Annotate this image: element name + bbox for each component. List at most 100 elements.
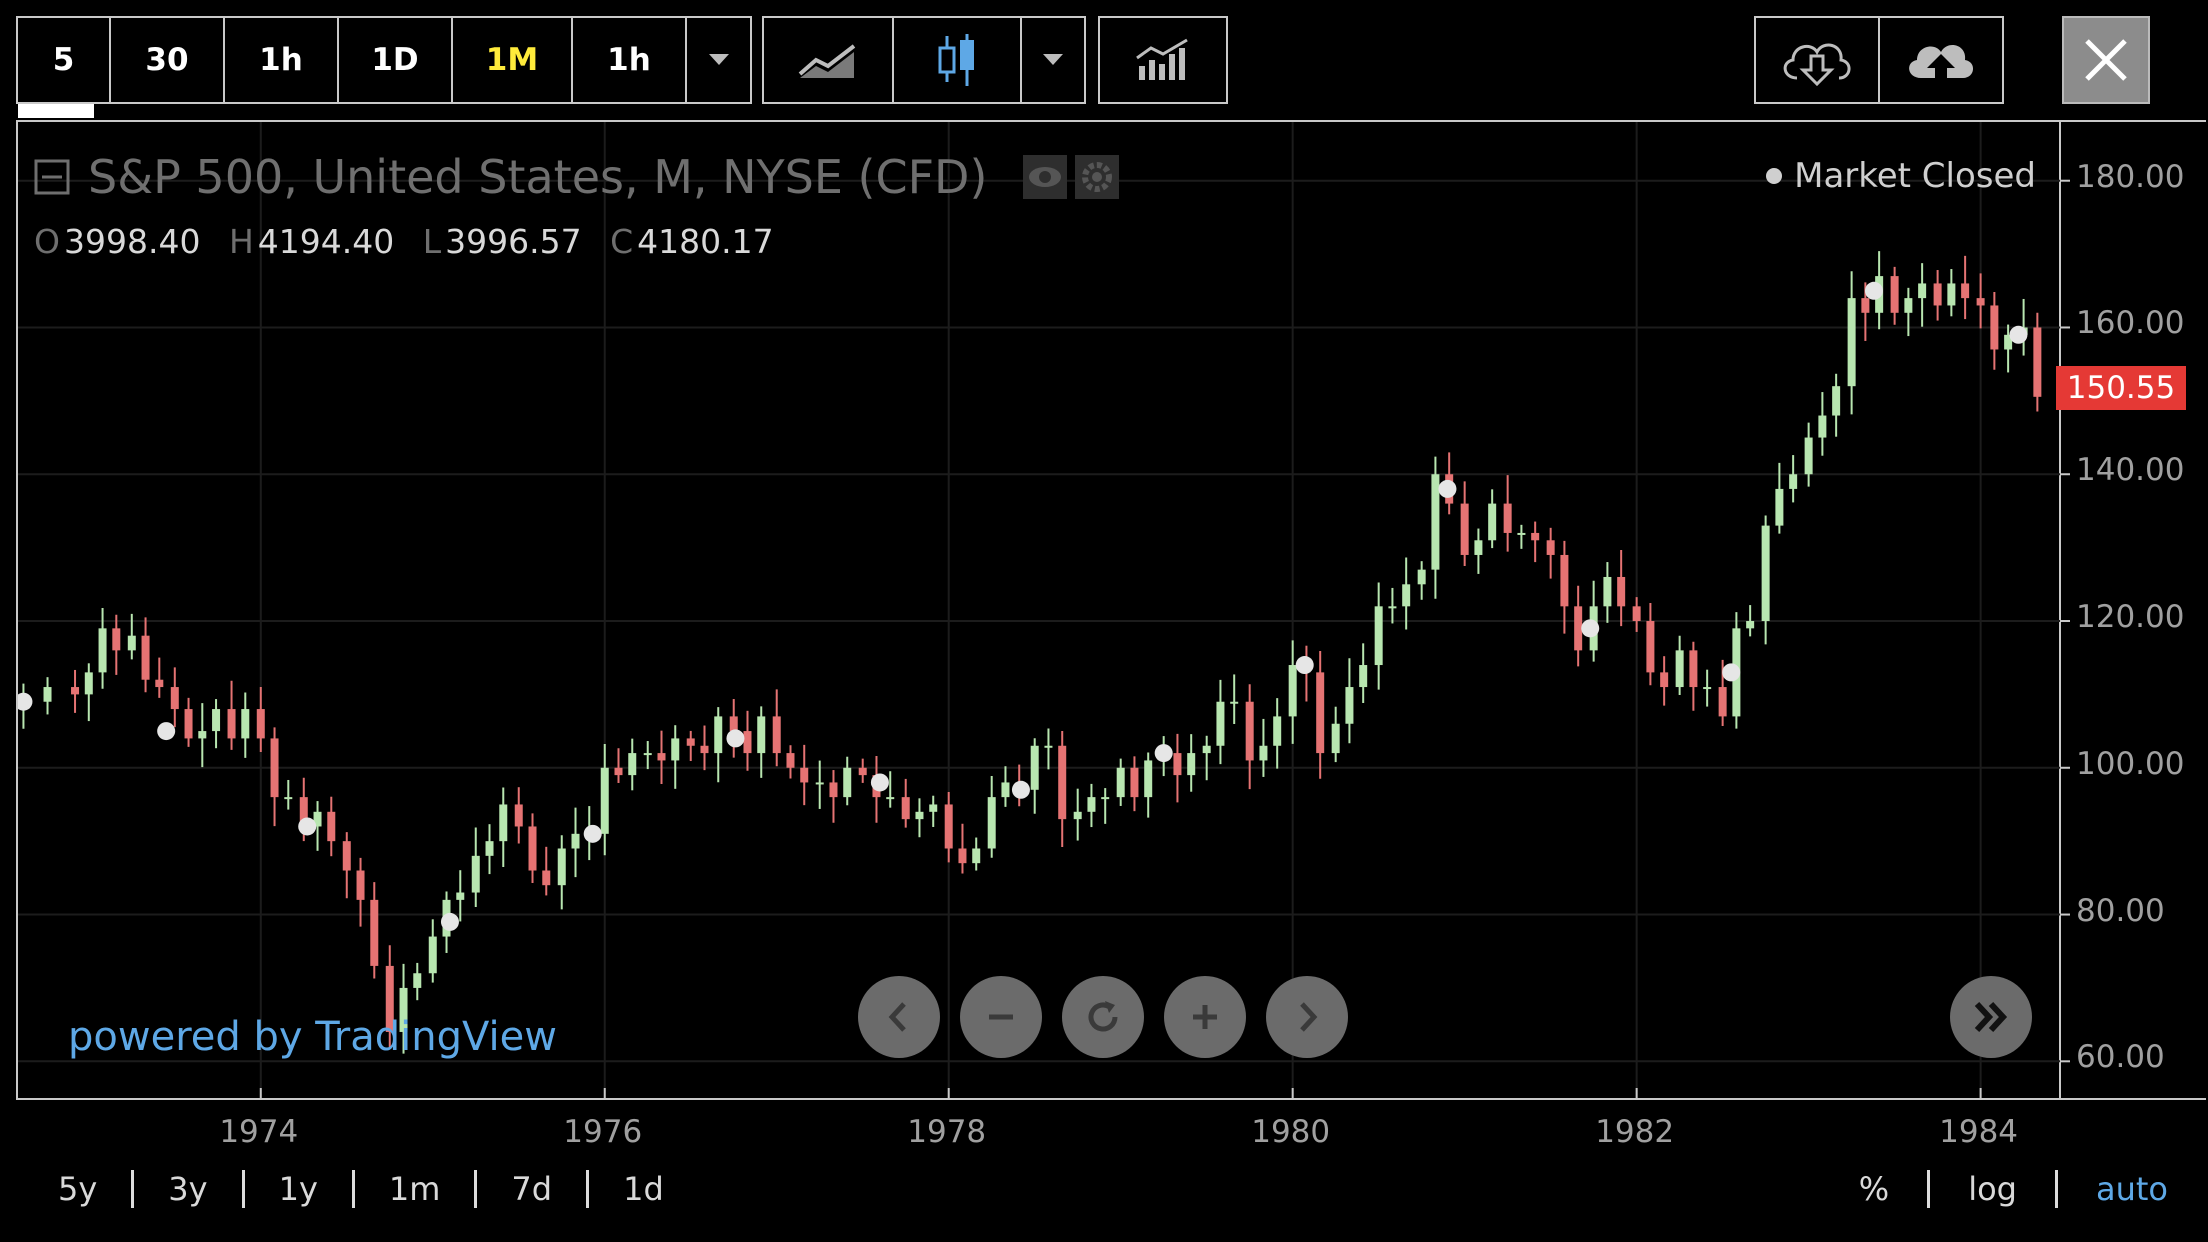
x-tick-label: 1978 bbox=[907, 1114, 987, 1150]
line-chart-button[interactable] bbox=[764, 18, 894, 102]
candle-body bbox=[772, 716, 781, 754]
percent-scale-button[interactable]: % bbox=[1821, 1170, 1931, 1208]
gear-icon[interactable] bbox=[1075, 155, 1120, 199]
candle-body bbox=[1460, 503, 1469, 555]
zoom-out-button[interactable] bbox=[960, 976, 1042, 1058]
event-marker bbox=[583, 824, 602, 843]
chart-style-dropdown-button[interactable] bbox=[1022, 18, 1084, 102]
candle-body bbox=[1775, 488, 1784, 526]
upload-button[interactable] bbox=[1880, 18, 2002, 102]
range-1y-button[interactable]: 1y bbox=[245, 1170, 355, 1208]
candle-body bbox=[800, 767, 809, 783]
chart-style-toolbar bbox=[762, 16, 1086, 104]
candle-body bbox=[1345, 687, 1354, 724]
candlestick-chart[interactable] bbox=[18, 122, 2206, 1098]
market-status-text: Market Closed bbox=[1794, 156, 2036, 196]
candle-body bbox=[1030, 745, 1039, 790]
scroll-to-realtime-button[interactable] bbox=[1950, 976, 2032, 1058]
candle-body bbox=[1173, 753, 1182, 776]
candle-body bbox=[356, 870, 365, 900]
interval-1h-button-2[interactable]: 1h bbox=[573, 18, 687, 102]
high-value: 4194.40 bbox=[257, 222, 395, 261]
scroll-right-button[interactable] bbox=[1266, 976, 1348, 1058]
interval-1D-button[interactable]: 1D bbox=[339, 18, 453, 102]
close-button[interactable] bbox=[2062, 16, 2150, 104]
auto-scale-button[interactable]: auto bbox=[2095, 1170, 2168, 1208]
log-scale-button[interactable]: log bbox=[1930, 1170, 2058, 1208]
candle-body bbox=[1388, 606, 1397, 609]
candle-body bbox=[1990, 305, 1999, 350]
range-3y-button[interactable]: 3y bbox=[134, 1170, 245, 1208]
candle-body bbox=[1718, 687, 1727, 717]
candles-button[interactable] bbox=[894, 18, 1022, 102]
range-7d-button[interactable]: 7d bbox=[477, 1170, 590, 1208]
candle-body bbox=[1187, 753, 1196, 776]
interval-toolbar: 5 30 1h 1D 1M 1h bbox=[16, 16, 752, 104]
candle-body bbox=[499, 804, 508, 842]
interval-30-button[interactable]: 30 bbox=[111, 18, 225, 102]
candle-body bbox=[1804, 437, 1813, 475]
scroll-left-button[interactable] bbox=[858, 976, 940, 1058]
candle-body bbox=[1431, 474, 1440, 570]
download-button[interactable] bbox=[1756, 18, 1880, 102]
candle-body bbox=[1517, 532, 1526, 535]
chevron-down-icon bbox=[1043, 54, 1063, 65]
candle-body bbox=[370, 899, 379, 966]
candle-body bbox=[1890, 276, 1899, 313]
x-tick-label: 1984 bbox=[1939, 1114, 2019, 1150]
range-1d-button[interactable]: 1d bbox=[623, 1170, 664, 1208]
zoom-in-button[interactable] bbox=[1164, 976, 1246, 1058]
x-tick-label: 1974 bbox=[219, 1114, 299, 1150]
candle-body bbox=[456, 892, 465, 900]
candle-body bbox=[700, 745, 709, 754]
candle-body bbox=[127, 635, 136, 651]
candle-body bbox=[1259, 745, 1268, 761]
candle-body bbox=[212, 709, 221, 732]
candle-body bbox=[829, 782, 838, 798]
candle-body bbox=[528, 826, 537, 871]
candle-body bbox=[1488, 503, 1497, 541]
candle-body bbox=[1947, 283, 1956, 306]
candle-body bbox=[1847, 298, 1856, 387]
candle-body bbox=[1402, 584, 1411, 607]
interval-5-button[interactable]: 5 bbox=[18, 18, 111, 102]
candle-body bbox=[155, 679, 164, 688]
eye-icon[interactable] bbox=[1023, 155, 1068, 199]
legend-title: S&P 500, United States, M, NYSE (CFD) bbox=[34, 150, 1120, 204]
candle-body bbox=[399, 987, 408, 1032]
interval-1h-button[interactable]: 1h bbox=[225, 18, 339, 102]
collapse-legend-icon[interactable] bbox=[34, 159, 70, 195]
event-marker bbox=[1722, 663, 1741, 682]
x-tick-label: 1982 bbox=[1595, 1114, 1675, 1150]
scroll-indicator[interactable] bbox=[18, 104, 94, 118]
candle-body bbox=[270, 738, 279, 798]
reset-button[interactable] bbox=[1062, 976, 1144, 1058]
range-5y-button[interactable]: 5y bbox=[40, 1170, 135, 1208]
candle-body bbox=[1101, 797, 1110, 800]
candle-body bbox=[1832, 386, 1841, 416]
candle-body bbox=[1230, 701, 1239, 704]
candle-body bbox=[614, 767, 623, 776]
event-marker bbox=[18, 692, 33, 711]
cloud-toolbar bbox=[1754, 16, 2004, 104]
interval-dropdown-button[interactable] bbox=[687, 18, 750, 102]
range-1m-button[interactable]: 1m bbox=[355, 1170, 478, 1208]
interval-1M-button[interactable]: 1M bbox=[453, 18, 573, 102]
candle-body bbox=[241, 709, 250, 739]
y-tick-label: 100.00 bbox=[2076, 745, 2185, 782]
candle-body bbox=[729, 716, 738, 732]
y-tick-label: 60.00 bbox=[2076, 1039, 2165, 1076]
powered-by-watermark[interactable]: powered by TradingView bbox=[68, 1014, 557, 1060]
candle-body bbox=[485, 841, 494, 856]
event-marker bbox=[2009, 325, 2028, 344]
candle-body bbox=[886, 797, 895, 800]
candle-body bbox=[843, 767, 852, 798]
candle-body bbox=[313, 811, 322, 827]
chart-area[interactable] bbox=[16, 120, 2206, 1100]
candle-body bbox=[1560, 554, 1569, 607]
candle-body bbox=[1746, 621, 1755, 629]
x-tick-label: 1980 bbox=[1251, 1114, 1331, 1150]
candle-body bbox=[1818, 415, 1827, 438]
candle-body bbox=[284, 797, 293, 800]
indicators-button[interactable] bbox=[1100, 18, 1226, 102]
